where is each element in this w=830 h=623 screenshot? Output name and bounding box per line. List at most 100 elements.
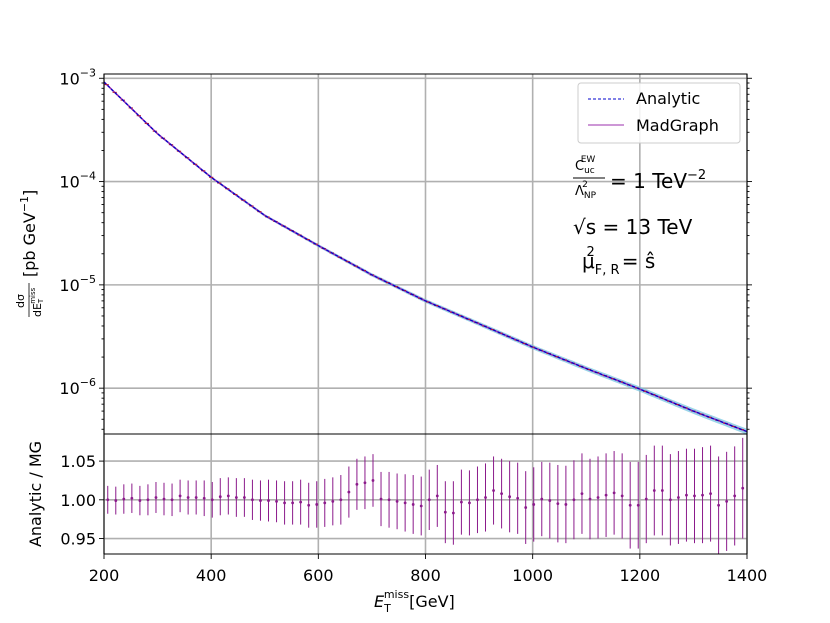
- ratio-point: [339, 498, 343, 502]
- ratio-point: [170, 498, 174, 502]
- ann-coupling-rhs-exp: −2: [687, 168, 706, 183]
- ylabel-frac-den: dETmiss: [29, 287, 45, 317]
- ann-coupling-rhs: = 1 TeV−2: [610, 168, 706, 193]
- ratio-point: [379, 497, 383, 501]
- ratio-point: [540, 497, 544, 501]
- ratio-point: [234, 496, 238, 499]
- ratio-point: [620, 494, 624, 498]
- ylabel-frac-num: dσ: [14, 294, 27, 308]
- ratio-point: [652, 489, 656, 492]
- ratio-point: [178, 494, 182, 498]
- ratio-plot-panel: 0.95 1.00 1.05 200 400 600 800 1000 1200 1400 An…: [26, 433, 767, 615]
- annotation-scale: μF, R2 = ŝ: [582, 245, 655, 278]
- ratio-point: [331, 499, 335, 503]
- ratio-point: [259, 499, 262, 502]
- ratio-point: [532, 503, 536, 506]
- main-y-ticks: 10−6 10−5 10−4 10−3: [59, 66, 752, 430]
- ratio-point: [604, 493, 608, 497]
- main-grid: [103, 74, 748, 434]
- ann-coupling-num: CucEW: [575, 155, 595, 176]
- ann-coupling-num-sub: uc: [584, 166, 595, 176]
- ratio-point: [242, 496, 246, 499]
- ratio-point: [733, 494, 737, 498]
- main-y-axis-label: dσ dETmiss [pb GeV−1]: [14, 190, 45, 317]
- x-ticks: 200 400 600 800 1000 1200 1400: [89, 554, 767, 585]
- ratio-y-tick-label: 0.95: [60, 530, 96, 549]
- ratio-point: [218, 495, 222, 499]
- ratio-point: [443, 510, 447, 514]
- ratio-y-ticks: 0.95 1.00 1.05: [60, 452, 104, 549]
- ratio-point: [315, 503, 319, 506]
- ylabel-unit-close: ]: [20, 190, 39, 196]
- ratio-point: [395, 499, 399, 503]
- ratio-point: [500, 492, 503, 496]
- ratio-point: [572, 498, 576, 502]
- ratio-point: [476, 498, 479, 502]
- ratio-point: [524, 506, 528, 509]
- ylabel-frac-den-sup: miss: [29, 287, 37, 303]
- ratio-y-axis-label: Analytic / MG: [26, 441, 45, 547]
- ratio-point: [741, 486, 745, 490]
- ratio-point: [106, 498, 110, 502]
- ratio-point: [130, 496, 134, 500]
- ratio-point: [468, 501, 471, 505]
- ratio-y-tick-label: 1.05: [60, 452, 96, 471]
- ratio-point: [685, 493, 688, 497]
- ratio-point: [516, 496, 520, 500]
- ratio-point: [138, 499, 142, 502]
- ratio-point: [387, 498, 391, 502]
- xlabel-main: E: [374, 592, 385, 611]
- ratio-point: [226, 494, 230, 498]
- ratio-point: [162, 497, 166, 501]
- ratio-point: [251, 498, 254, 502]
- ratio-point: [355, 482, 359, 486]
- ratio-point: [484, 496, 487, 499]
- ratio-point: [154, 496, 158, 499]
- ratio-point: [644, 497, 648, 501]
- ratio-point: [299, 500, 303, 504]
- ratio-point: [612, 491, 616, 495]
- ratio-point: [283, 501, 286, 505]
- ratio-point: [371, 479, 375, 482]
- ratio-point: [717, 503, 721, 507]
- ratio-y-tick-label: 1.00: [60, 491, 96, 510]
- xlabel-unit: [GeV]: [409, 592, 455, 611]
- legend-box: [577, 82, 741, 144]
- main-y-tick-label: 10−3: [59, 66, 96, 88]
- ann-coupling-rhs-text: = 1 TeV: [610, 169, 687, 193]
- ratio-point: [347, 490, 351, 494]
- ratio-point: [186, 496, 190, 499]
- ratio-point: [267, 499, 270, 502]
- ratio-point: [291, 501, 295, 505]
- ratio-point: [460, 500, 463, 504]
- ratio-point: [580, 492, 584, 496]
- ratio-point: [693, 494, 696, 498]
- ratio-point: [701, 493, 704, 497]
- annotation-coupling: CucEW ΛNP2 = 1 TeV−2: [573, 155, 706, 201]
- x-axis-label: ETmiss[GeV]: [374, 588, 455, 615]
- ratio-point: [114, 499, 118, 502]
- ylabel-frac-den-sub: T: [37, 298, 45, 304]
- ann-scale-rhs: = ŝ: [622, 249, 656, 273]
- ratio-point: [202, 496, 206, 500]
- ratio-point: [210, 498, 214, 502]
- ratio-point: [411, 503, 415, 506]
- ratio-point: [435, 494, 439, 498]
- ylabel-unit-exp: −1: [18, 196, 31, 212]
- analytic-line: [103, 81, 748, 433]
- ratio-point: [323, 501, 327, 505]
- ratio-point: [275, 499, 278, 503]
- ratio-point: [508, 495, 512, 499]
- main-y-tick-label: 10−4: [59, 170, 96, 192]
- ratio-point: [492, 489, 495, 492]
- ann-coupling-den: ΛNP2: [575, 180, 597, 201]
- x-tick-label: 200: [89, 566, 120, 585]
- ratio-point: [363, 481, 367, 485]
- x-tick-label: 600: [303, 566, 334, 585]
- ylabel-unit-text: [pb GeV: [20, 212, 39, 277]
- ylabel-unit: [pb GeV−1]: [18, 190, 39, 277]
- ratio-point: [122, 497, 126, 501]
- ylabel-frac-den-main: dE: [31, 303, 44, 317]
- ratio-point: [564, 503, 568, 506]
